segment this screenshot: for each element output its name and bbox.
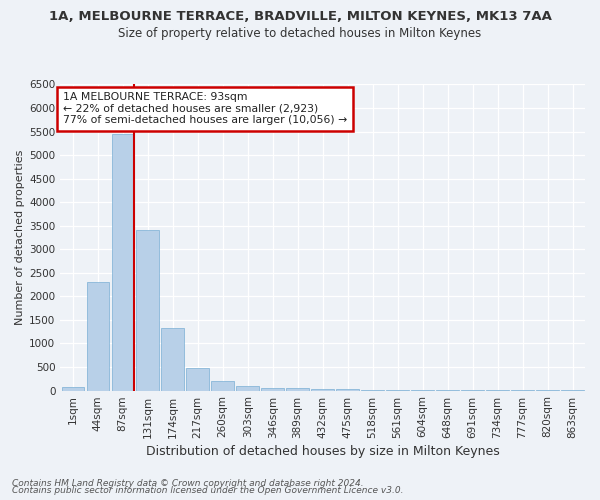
Bar <box>236 386 259 390</box>
Bar <box>62 388 84 390</box>
X-axis label: Distribution of detached houses by size in Milton Keynes: Distribution of detached houses by size … <box>146 444 500 458</box>
Text: 1A MELBOURNE TERRACE: 93sqm
← 22% of detached houses are smaller (2,923)
77% of : 1A MELBOURNE TERRACE: 93sqm ← 22% of det… <box>63 92 347 126</box>
Text: Size of property relative to detached houses in Milton Keynes: Size of property relative to detached ho… <box>118 28 482 40</box>
Bar <box>311 389 334 390</box>
Bar <box>161 328 184 390</box>
Bar <box>262 388 284 390</box>
Bar <box>112 134 134 390</box>
Bar <box>86 282 109 391</box>
Text: Contains public sector information licensed under the Open Government Licence v3: Contains public sector information licen… <box>12 486 404 495</box>
Bar <box>286 388 309 390</box>
Y-axis label: Number of detached properties: Number of detached properties <box>15 150 25 325</box>
Text: 1A, MELBOURNE TERRACE, BRADVILLE, MILTON KEYNES, MK13 7AA: 1A, MELBOURNE TERRACE, BRADVILLE, MILTON… <box>49 10 551 23</box>
Bar <box>211 381 234 390</box>
Bar <box>187 368 209 390</box>
Text: Contains HM Land Registry data © Crown copyright and database right 2024.: Contains HM Land Registry data © Crown c… <box>12 478 364 488</box>
Bar <box>136 230 159 390</box>
